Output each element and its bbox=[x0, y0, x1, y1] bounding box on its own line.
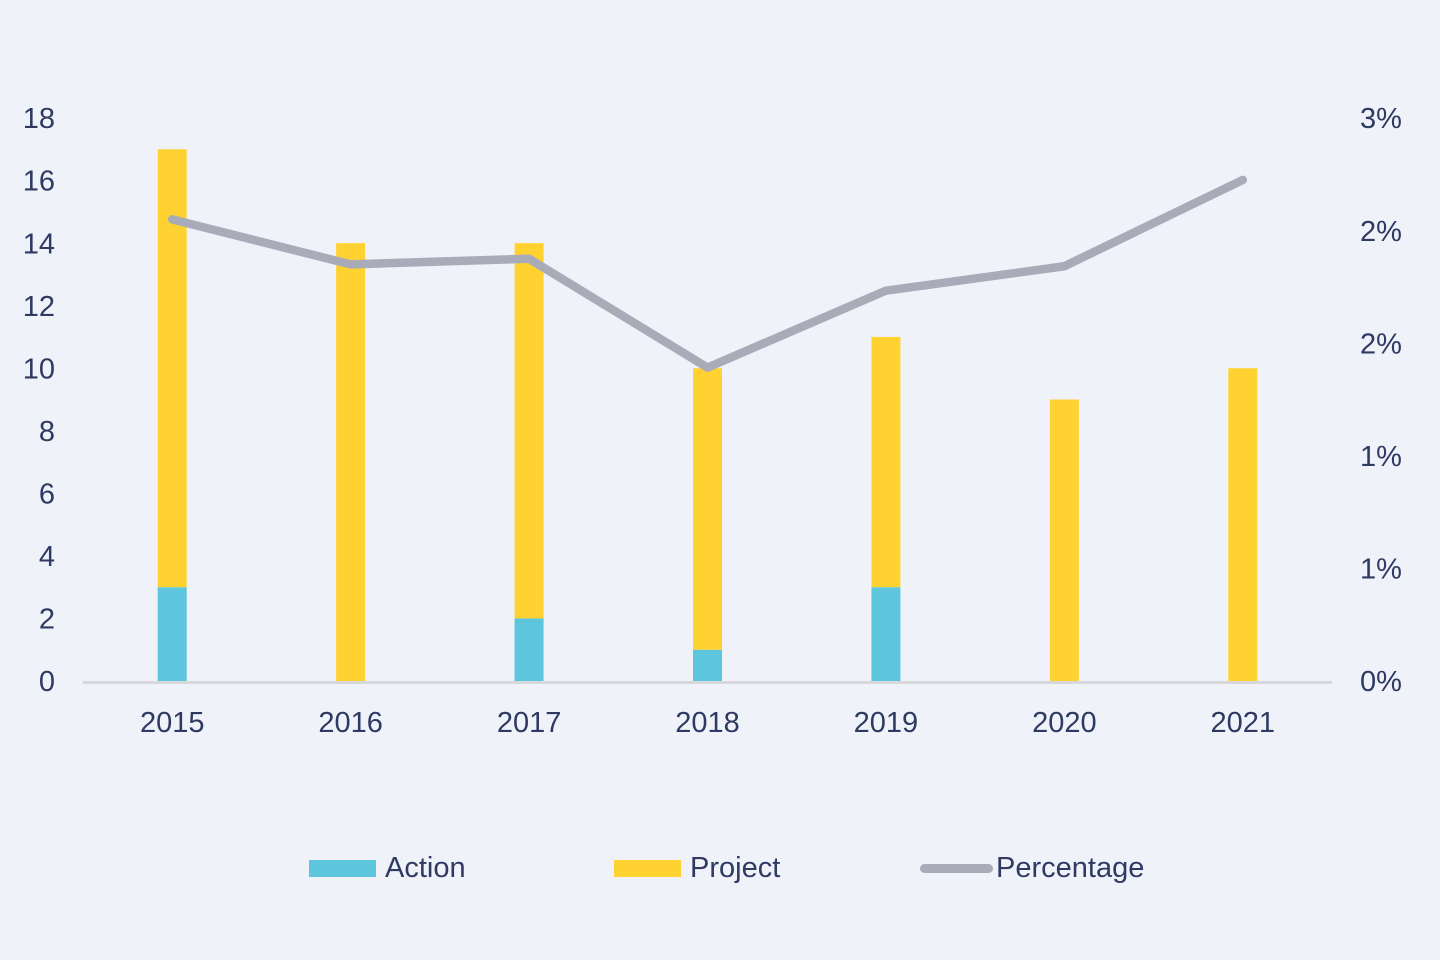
left-axis-tick-label: 2 bbox=[39, 604, 55, 636]
left-axis-tick-label: 10 bbox=[23, 353, 55, 385]
x-axis-category-label: 2019 bbox=[854, 707, 919, 739]
right-axis-tick-label: 2% bbox=[1360, 328, 1402, 360]
left-axis-tick-label: 4 bbox=[39, 541, 55, 573]
x-axis-category-label: 2015 bbox=[140, 707, 205, 739]
bar-segment-project-2020 bbox=[1049, 399, 1079, 681]
right-axis-tick-label: 1% bbox=[1360, 554, 1402, 586]
right-axis-tick-label: 3% bbox=[1360, 103, 1402, 135]
x-axis-category-label: 2018 bbox=[675, 707, 740, 739]
project-legend-label: Project bbox=[690, 851, 781, 884]
bar-segment-action-2019 bbox=[871, 587, 901, 681]
left-axis-tick-label: 0 bbox=[39, 666, 55, 698]
bar-segment-action-2017 bbox=[514, 618, 544, 681]
left-axis-tick-label: 12 bbox=[23, 291, 55, 323]
right-axis-tick-label: 1% bbox=[1360, 441, 1402, 473]
action-legend-swatch bbox=[309, 859, 376, 877]
x-axis-category-label: 2016 bbox=[318, 707, 383, 739]
bar-segment-project-2019 bbox=[871, 336, 901, 588]
bar-segment-project-2015 bbox=[157, 149, 187, 588]
percentage-legend-swatch bbox=[920, 863, 993, 873]
legend-item-project[interactable]: Project bbox=[614, 846, 780, 890]
bar-segment-action-2015 bbox=[157, 587, 187, 681]
right-axis-tick-label: 0% bbox=[1360, 666, 1402, 698]
bar-segment-project-2021 bbox=[1228, 368, 1258, 681]
left-axis-tick-label: 16 bbox=[23, 166, 55, 198]
left-axis-tick-label: 14 bbox=[23, 228, 55, 260]
bar-segment-project-2017 bbox=[514, 243, 544, 619]
bar-segment-project-2016 bbox=[336, 243, 366, 681]
x-axis-category-label: 2021 bbox=[1211, 707, 1276, 739]
action-legend-label: Action bbox=[385, 851, 466, 884]
chart-legend: Action Project Percentage bbox=[0, 846, 1440, 890]
legend-item-action[interactable]: Action bbox=[309, 846, 466, 890]
percentage-line bbox=[167, 175, 1248, 372]
x-axis-category-label: 2017 bbox=[497, 707, 562, 739]
left-axis-tick-label: 8 bbox=[39, 416, 55, 448]
bar-segment-project-2018 bbox=[693, 368, 722, 650]
left-axis-tick-label: 18 bbox=[23, 103, 55, 135]
x-axis-category-label: 2020 bbox=[1032, 707, 1097, 739]
bar-segment-action-2018 bbox=[693, 649, 722, 681]
legend-item-percentage[interactable]: Percentage bbox=[920, 846, 1144, 890]
project-legend-swatch bbox=[614, 859, 681, 877]
right-axis-tick-label: 2% bbox=[1360, 216, 1402, 248]
percentage-legend-label: Percentage bbox=[996, 851, 1145, 884]
left-axis-tick-label: 6 bbox=[39, 478, 55, 510]
